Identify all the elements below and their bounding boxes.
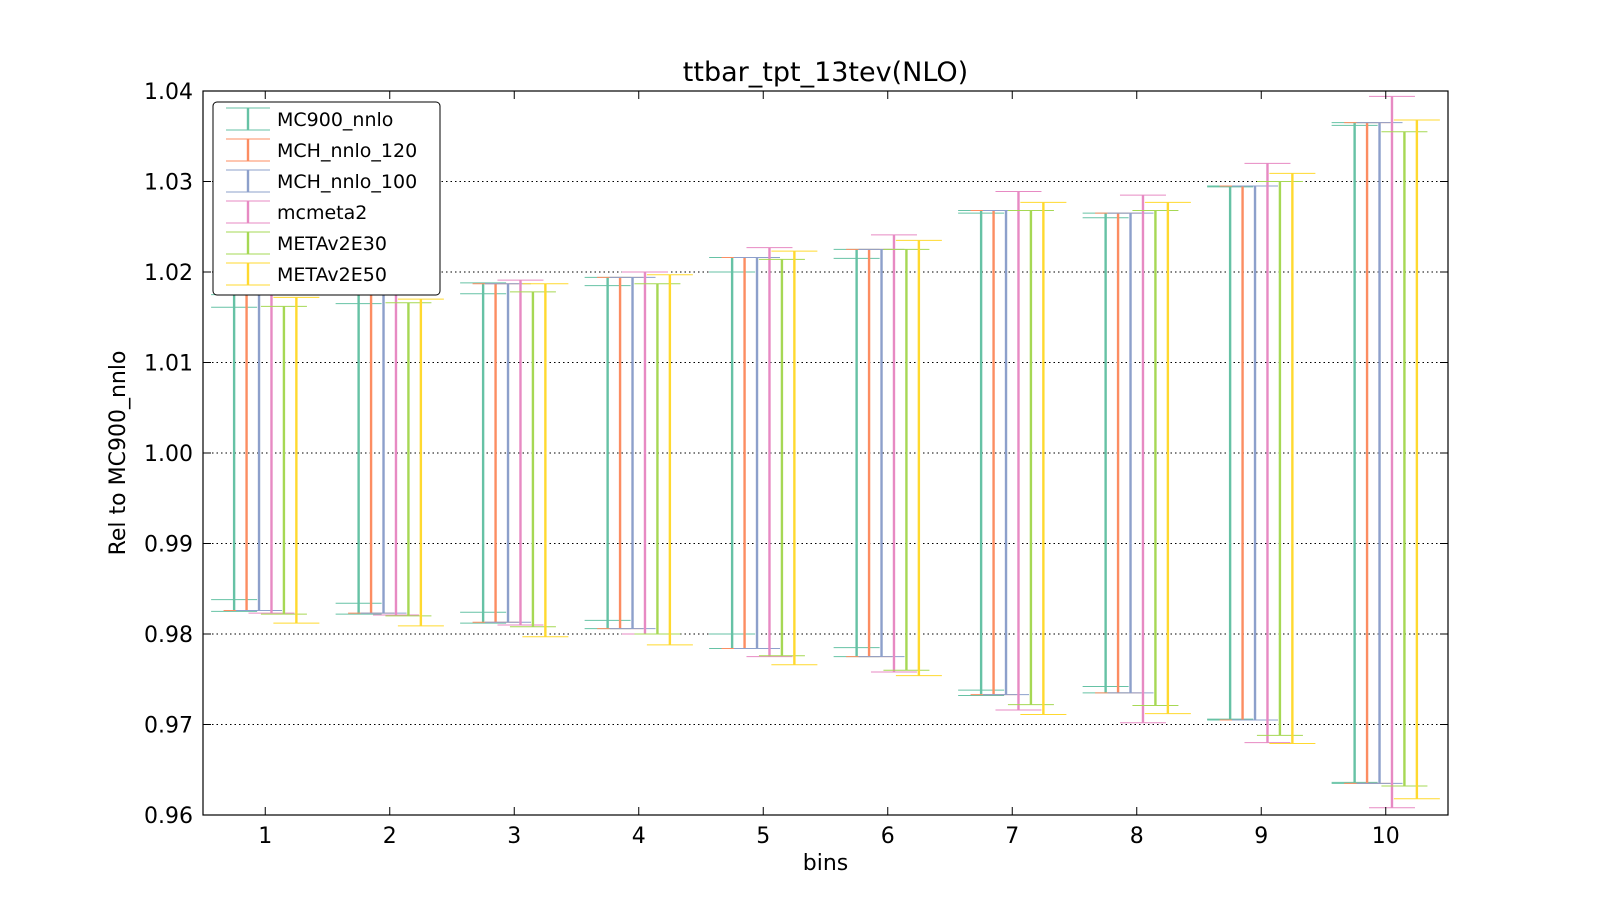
x-tick-label: 8 — [1130, 824, 1144, 849]
y-axis-title: Rel to MC900_nnlo — [106, 351, 131, 556]
series-METAv2E30 — [260, 131, 1428, 787]
legend-label: MC900_nnlo — [277, 109, 393, 131]
y-tick-label: 1.00 — [144, 442, 193, 467]
x-tick-label: 1 — [258, 824, 272, 849]
y-tick-label: 0.98 — [144, 623, 193, 648]
legend: MC900_nnlo MCH_nnlo_120 MCH_nnlo_100mcmeta… — [212, 101, 441, 296]
x-tick-label: 9 — [1254, 824, 1268, 849]
y-tick-label: 0.96 — [144, 804, 193, 829]
series-METAv2E50 — [273, 119, 1440, 800]
x-axis-title: bins — [803, 851, 848, 876]
x-tick-label: 4 — [632, 824, 646, 849]
x-tick-label: 5 — [756, 824, 770, 849]
error-bars — [211, 95, 1440, 809]
legend-label: METAv2E50 — [277, 264, 387, 286]
y-tick-label: 1.03 — [144, 171, 193, 196]
y-tick-label: 0.99 — [144, 533, 193, 558]
x-tick-label: 10 — [1372, 824, 1400, 849]
x-tick-label: 2 — [383, 824, 397, 849]
y-tick-label: 1.01 — [144, 352, 193, 377]
series-MCH_nnlo_100 — [236, 122, 1403, 784]
legend-box — [212, 101, 441, 296]
y-tick-label: 0.97 — [144, 714, 193, 739]
legend-label: METAv2E30 — [277, 233, 387, 255]
legend-label: mcmeta2 — [277, 202, 367, 224]
legend-label: MCH_nnlo_120 — [277, 140, 417, 162]
x-tick-label: 6 — [881, 824, 895, 849]
y-tick-label: 1.04 — [144, 80, 193, 105]
series-MC900_nnlo — [211, 122, 1378, 784]
x-tick-label: 3 — [507, 824, 521, 849]
y-tick-label: 1.02 — [144, 261, 193, 286]
legend-label: MCH_nnlo_100 — [277, 171, 417, 193]
x-tick-label: 7 — [1005, 824, 1019, 849]
axis-ticks: 0.96 0.97 0.98 0.99 1.00 1.01 1.02 1.03 1.04 1 2 3 4… — [144, 80, 1448, 849]
chart-title: ttbar_tpt_13tev(NLO) — [683, 57, 968, 88]
